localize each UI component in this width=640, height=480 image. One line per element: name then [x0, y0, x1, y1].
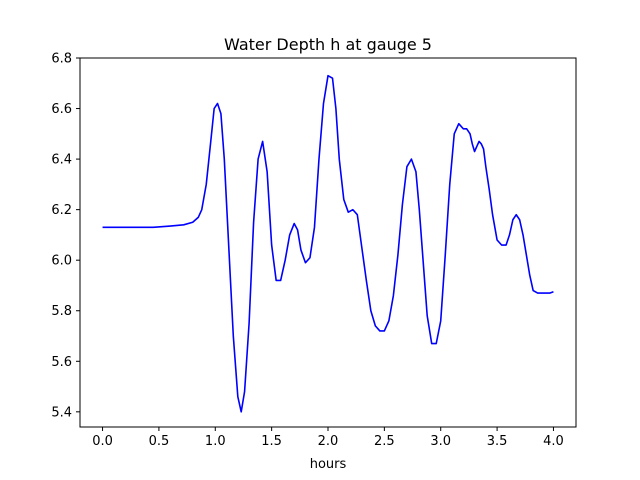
y-tick-label: 5.4: [51, 405, 72, 420]
x-tick-label: 1.5: [261, 434, 282, 449]
y-tick-label: 5.8: [51, 304, 72, 319]
x-tick-label: 2.0: [318, 434, 339, 449]
x-tick-label: 0.0: [92, 434, 113, 449]
y-tick-label: 5.6: [51, 355, 72, 370]
y-tick-label: 6.8: [51, 52, 72, 67]
y-axis-ticks: 5.4 5.6 5.8 6.0 6.2 6.4 6.6 6.8: [51, 52, 80, 420]
x-axis-label: hours: [310, 457, 347, 472]
y-tick-label: 6.2: [51, 203, 72, 218]
x-tick-label: 4.0: [543, 434, 564, 449]
x-tick-label: 3.0: [430, 434, 451, 449]
x-tick-label: 2.5: [374, 434, 395, 449]
chart-title: Water Depth h at gauge 5: [224, 35, 432, 54]
x-axis-ticks: 0.0 0.5 1.0 1.5 2.0 2.5 3.0 3.5 4.0: [92, 427, 564, 449]
x-tick-label: 3.5: [487, 434, 508, 449]
y-tick-label: 6.0: [51, 254, 72, 269]
y-tick-label: 6.6: [51, 102, 72, 117]
y-tick-label: 6.4: [51, 153, 72, 168]
series-line-0: [102, 74, 554, 413]
x-tick-label: 0.5: [149, 434, 170, 449]
x-tick-label: 1.0: [205, 434, 226, 449]
